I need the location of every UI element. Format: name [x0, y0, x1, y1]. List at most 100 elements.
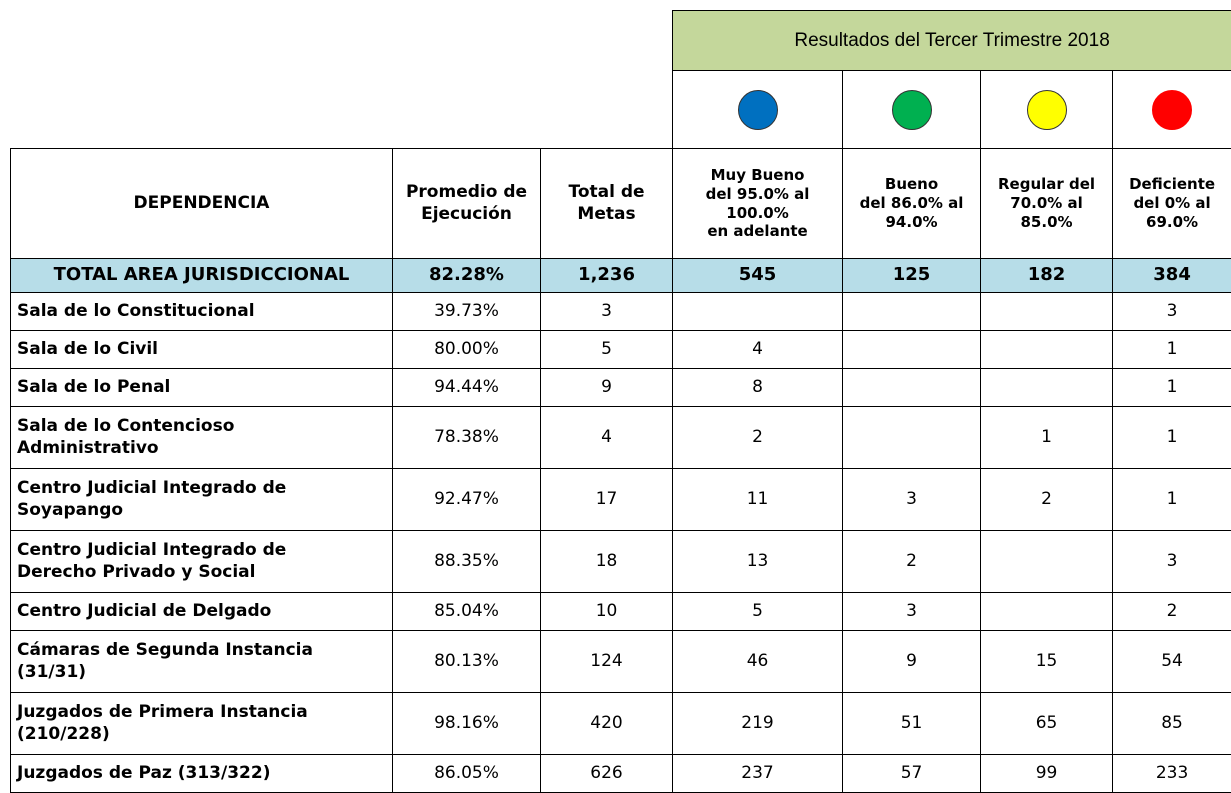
column-header: Deficiente del 0% al 69.0%	[1113, 149, 1231, 259]
dependency: Sala de lo Constitucional	[11, 293, 393, 331]
cell: 125	[843, 259, 981, 293]
cell: 80.00%	[393, 331, 541, 369]
cell: 219	[673, 693, 843, 755]
dependency: Sala de lo Contencioso Administrativo	[11, 407, 393, 469]
cell: 39.73%	[393, 293, 541, 331]
cell: 1	[1113, 407, 1231, 469]
data-row: Juzgados de Primera Instancia (210/228)9…	[11, 693, 1231, 755]
cell: 18	[541, 531, 673, 593]
cell	[843, 331, 981, 369]
data-row: Cámaras de Segunda Instancia (31/31)80.1…	[11, 631, 1231, 693]
blue-circle	[738, 90, 778, 130]
dependency: Centro Judicial de Delgado	[11, 593, 393, 631]
cell: 1	[1113, 369, 1231, 407]
cell	[981, 293, 1113, 331]
cell: 384	[1113, 259, 1231, 293]
cell: 2	[1113, 593, 1231, 631]
dependency: Juzgados de Paz (313/322)	[11, 755, 393, 793]
cell: 17	[541, 469, 673, 531]
column-header: Muy Bueno del 95.0% al 100.0% en adelant…	[673, 149, 843, 259]
results-table: Resultados del Tercer Trimestre 2018 DEP…	[10, 10, 1231, 793]
cell: 2	[843, 531, 981, 593]
cell: 9	[541, 369, 673, 407]
title: Resultados del Tercer Trimestre 2018	[673, 11, 1231, 71]
cell: 88.35%	[393, 531, 541, 593]
cell: 9	[843, 631, 981, 693]
cell: 1	[981, 407, 1113, 469]
icon-cell	[843, 71, 981, 149]
cell	[981, 369, 1113, 407]
cell: 3	[541, 293, 673, 331]
cell: 420	[541, 693, 673, 755]
cell: 1	[1113, 469, 1231, 531]
red-circle	[1152, 90, 1192, 130]
cell: 57	[843, 755, 981, 793]
cell: 85	[1113, 693, 1231, 755]
cell: 3	[843, 469, 981, 531]
icon-cell	[1113, 71, 1231, 149]
cell: 86.05%	[393, 755, 541, 793]
cell: 2	[981, 469, 1113, 531]
cell: 626	[541, 755, 673, 793]
cell: 3	[843, 593, 981, 631]
cell: 3	[1113, 293, 1231, 331]
dependency: TOTAL AREA JURISDICCIONAL	[11, 259, 393, 293]
green-circle	[892, 90, 932, 130]
cell: 51	[843, 693, 981, 755]
cell: 80.13%	[393, 631, 541, 693]
cell	[981, 593, 1113, 631]
cell	[843, 407, 981, 469]
dependency: Sala de lo Civil	[11, 331, 393, 369]
cell: 3	[1113, 531, 1231, 593]
cell: 98.16%	[393, 693, 541, 755]
cell: 11	[673, 469, 843, 531]
column-header: DEPENDENCIA	[11, 149, 393, 259]
cell: 78.38%	[393, 407, 541, 469]
cell: 545	[673, 259, 843, 293]
cell	[673, 293, 843, 331]
dependency: Centro Judicial Integrado de Soyapango	[11, 469, 393, 531]
cell: 65	[981, 693, 1113, 755]
cell	[843, 369, 981, 407]
cell: 10	[541, 593, 673, 631]
dependency: Sala de lo Penal	[11, 369, 393, 407]
cell: 124	[541, 631, 673, 693]
cell: 1,236	[541, 259, 673, 293]
cell	[981, 331, 1113, 369]
cell: 4	[673, 331, 843, 369]
dependency: Cámaras de Segunda Instancia (31/31)	[11, 631, 393, 693]
cell: 182	[981, 259, 1113, 293]
cell: 92.47%	[393, 469, 541, 531]
cell: 46	[673, 631, 843, 693]
cell: 85.04%	[393, 593, 541, 631]
cell: 5	[673, 593, 843, 631]
cell: 4	[541, 407, 673, 469]
column-header: Promedio de Ejecución	[393, 149, 541, 259]
icon-cell	[981, 71, 1113, 149]
column-header: Bueno del 86.0% al 94.0%	[843, 149, 981, 259]
cell: 82.28%	[393, 259, 541, 293]
cell	[843, 293, 981, 331]
yellow-circle	[1027, 90, 1067, 130]
cell	[981, 531, 1113, 593]
data-row: Centro Judicial Integrado de Derecho Pri…	[11, 531, 1231, 593]
cell: 99	[981, 755, 1113, 793]
cell: 54	[1113, 631, 1231, 693]
cell: 8	[673, 369, 843, 407]
column-header: Total de Metas	[541, 149, 673, 259]
cell: 5	[541, 331, 673, 369]
cell: 94.44%	[393, 369, 541, 407]
cell: 15	[981, 631, 1113, 693]
dependency: Juzgados de Primera Instancia (210/228)	[11, 693, 393, 755]
cell: 233	[1113, 755, 1231, 793]
